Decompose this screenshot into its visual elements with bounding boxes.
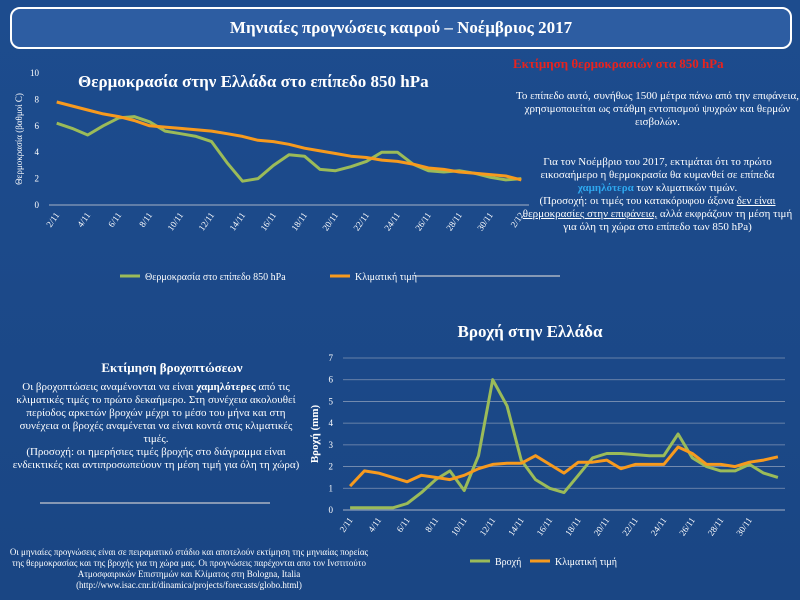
x-tick-label: 26/11 <box>677 515 697 537</box>
x-tick-label: 10/11 <box>449 515 469 537</box>
legend-label: Κλιματική τιμή <box>355 272 417 283</box>
x-tick-label: 24/11 <box>649 515 669 537</box>
x-tick-label: 30/11 <box>475 210 495 232</box>
x-tick-label: 8/11 <box>423 515 440 534</box>
section-heading: Εκτίμηση θερμοκρασιών στα 850 hPa <box>513 56 724 71</box>
x-tick-label: 6/11 <box>395 515 412 534</box>
text: Για τον Νοέμβριο του 2017, εκτιμάται ότι… <box>540 156 775 181</box>
chart-title: Θερμοκρασία στην Ελλάδα στο επίπεδο 850 … <box>78 72 429 91</box>
y-tick-label: 8 <box>35 94 40 104</box>
x-tick-label: 20/11 <box>320 210 340 232</box>
y-tick-label: 10 <box>30 68 40 78</box>
x-tick-label: 24/11 <box>382 210 402 232</box>
legend-label: Θερμοκρασία στο επίπεδο 850 hPa <box>145 272 286 283</box>
paragraph: Οι βροχοπτώσεις αναμένονται να είναι χαμ… <box>6 381 306 472</box>
y-tick-label: 2 <box>329 462 334 472</box>
y-tick-label: 0 <box>35 200 40 210</box>
series-line <box>56 100 522 182</box>
y-axis-label: Θερμοκρασία (βαθμοί C) <box>14 93 24 185</box>
y-tick-label: 2 <box>35 174 40 184</box>
text: (Προσοχή: οι ημερήσιες τιμές βροχής στο … <box>12 446 300 471</box>
x-tick-label: 2/11 <box>338 515 355 534</box>
text: αλλά εκφράζουν τη μέση τιμή για όλη τη χ… <box>563 208 793 233</box>
x-tick-label: 16/11 <box>535 515 555 537</box>
y-tick-label: 5 <box>329 396 334 406</box>
highlight: χαμηλότερα <box>577 182 634 194</box>
highlight: χαμηλότερες <box>196 381 256 393</box>
x-tick-label: 30/11 <box>734 515 754 537</box>
x-tick-label: 2/12 <box>509 210 526 229</box>
y-tick-label: 7 <box>329 353 334 363</box>
x-tick-label: 12/11 <box>478 515 498 537</box>
x-tick-label: 12/11 <box>196 210 216 232</box>
x-tick-label: 16/11 <box>258 210 278 232</box>
paragraph: Το επίπεδο αυτό, συνήθως 1500 μέτρα πάνω… <box>515 90 800 128</box>
x-tick-label: 28/11 <box>706 515 726 537</box>
x-tick-label: 18/11 <box>289 210 309 232</box>
x-tick-label: 22/11 <box>351 210 371 232</box>
series-line <box>349 445 779 488</box>
legend-label: Βροχή <box>495 557 521 568</box>
y-tick-label: 6 <box>35 121 40 131</box>
y-tick-label: 4 <box>329 418 334 428</box>
x-tick-label: 6/11 <box>106 210 123 229</box>
x-tick-label: 10/11 <box>165 210 185 232</box>
paragraph: Για τον Νοέμβριο του 2017, εκτιμάται ότι… <box>515 156 800 234</box>
text: Οι βροχοπτώσεις αναμένονται να είναι <box>22 381 197 393</box>
text: των κλιματικών τιμών. <box>633 182 738 194</box>
x-tick-label: 20/11 <box>592 515 612 537</box>
x-tick-label: 8/11 <box>137 210 154 229</box>
x-tick-label: 4/11 <box>75 210 92 229</box>
y-tick-label: 1 <box>329 483 334 493</box>
header-title: Μηνιαίες προγνώσεις καιρού – Νοέμβριος 2… <box>10 7 792 49</box>
footer-text: Οι μηνιαίες προγνώσεις είναι σε πειραματ… <box>9 547 369 590</box>
y-tick-label: 3 <box>329 440 334 450</box>
y-tick-label: 0 <box>329 505 334 515</box>
legend-label: Κλιματική τιμή <box>555 557 617 568</box>
series-line <box>350 378 779 510</box>
underline: δεν είναι θερμοκρασίες στην επιφάνεια, <box>522 195 776 220</box>
x-tick-label: 26/11 <box>413 210 433 232</box>
chart-title: Βροχή στην Ελλάδα <box>457 322 603 341</box>
y-tick-label: 6 <box>329 375 334 385</box>
x-tick-label: 14/11 <box>227 210 247 232</box>
text: (Προσοχή: οι τιμές του κατακόρυφου άξονα <box>539 195 737 207</box>
x-tick-label: 2/11 <box>44 210 61 229</box>
y-axis-label: Βροχή (mm) <box>309 405 321 464</box>
section-heading: Εκτίμηση βροχοπτώσεων <box>101 360 243 375</box>
text: από τις κλιματικές τιμές το πρώτο δεκαήμ… <box>16 381 296 445</box>
x-tick-label: 4/11 <box>366 515 383 534</box>
x-tick-label: 18/11 <box>563 515 583 537</box>
y-tick-label: 4 <box>35 147 40 157</box>
x-tick-label: 14/11 <box>506 515 526 537</box>
x-tick-label: 22/11 <box>620 515 640 537</box>
series-line <box>56 115 522 183</box>
x-tick-label: 28/11 <box>444 210 464 232</box>
